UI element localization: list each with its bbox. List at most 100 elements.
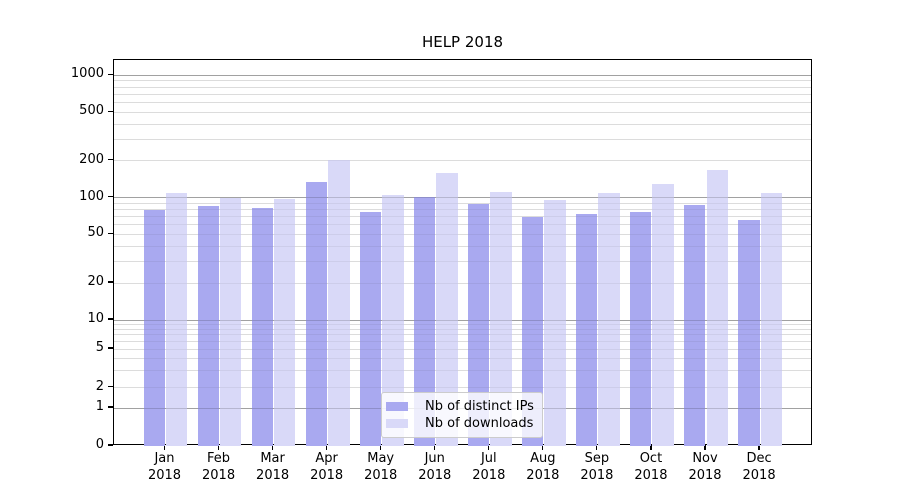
y-tick-label-2: 2: [95, 378, 104, 394]
legend-item-nb-of-downloads: Nb of downloads: [386, 415, 542, 432]
x-tick-mark-feb: [217, 445, 220, 450]
x-tick-label-sep: Sep 2018: [562, 451, 632, 484]
bar-nb-of-downloads-dec: [760, 192, 782, 446]
bar-nb-of-distinct-ips-jan: [143, 209, 165, 446]
bar-nb-of-distinct-ips-jul: [467, 203, 490, 446]
x-tick-month: Oct: [639, 451, 663, 466]
x-tick-month: Nov: [692, 451, 718, 466]
y-tick-mark-1: [108, 406, 113, 408]
x-tick-label-dec: Dec 2018: [724, 451, 794, 484]
y-tick-mark-100: [108, 196, 113, 198]
bar-nb-of-distinct-ips-may: [359, 212, 382, 446]
y-tick-label-1000: 1000: [70, 66, 104, 82]
x-tick-year: 2018: [526, 467, 560, 483]
x-tick-month: Jul: [480, 451, 497, 466]
x-tick-year: 2018: [472, 467, 506, 483]
x-tick-year: 2018: [742, 467, 776, 483]
x-tick-year: 2018: [688, 467, 722, 483]
x-tick-month: Jun: [424, 451, 445, 466]
x-tick-month: Dec: [746, 451, 772, 466]
y-tick-mark-500: [108, 110, 113, 112]
legend-label: Nb of distinct IPs: [425, 399, 534, 414]
bar-nb-of-downloads-nov: [706, 169, 728, 446]
y-tick-label-5: 5: [95, 340, 104, 355]
x-tick-year: 2018: [147, 467, 182, 483]
x-tick-label-mar: Mar 2018: [238, 451, 308, 484]
x-tick-mark-jun: [434, 445, 436, 450]
y-tick-label-0: 0: [95, 437, 104, 452]
bar-nb-of-downloads-oct: [652, 183, 674, 446]
bar-nb-of-distinct-ips-oct: [630, 212, 652, 446]
x-tick-mark-mar: [272, 445, 274, 450]
bar-nb-of-downloads-apr: [328, 159, 350, 446]
x-tick-mark-jul: [488, 445, 490, 450]
x-tick-month: Aug: [530, 451, 556, 466]
bar-nb-of-distinct-ips-mar: [251, 208, 274, 446]
x-tick-mark-sep: [596, 445, 598, 450]
y-tick-mark-10: [108, 318, 113, 320]
y-tick-mark-1000: [108, 73, 113, 75]
x-tick-year: 2018: [202, 467, 236, 483]
x-tick-month: Mar: [260, 451, 285, 466]
bar-nb-of-distinct-ips-nov: [684, 205, 706, 446]
x-tick-mark-nov: [704, 445, 706, 450]
x-tick-label-feb: Feb 2018: [184, 451, 254, 484]
y-tick-mark-2: [108, 386, 113, 388]
x-tick-label-jan: Jan 2018: [130, 451, 200, 484]
x-tick-label-apr: Apr 2018: [292, 451, 362, 484]
bar-nb-of-distinct-ips-aug: [521, 216, 544, 446]
y-tick-mark-20: [108, 281, 113, 283]
bar-layer: [114, 60, 811, 446]
chart-title: HELP 2018: [421, 33, 504, 51]
x-tick-label-may: May 2018: [346, 451, 416, 484]
y-tick-mark-200: [108, 159, 113, 161]
legend-swatch: [386, 419, 408, 428]
x-tick-month: Feb: [207, 451, 231, 466]
x-tick-mark-jan: [163, 445, 166, 450]
x-tick-mark-dec: [758, 445, 760, 450]
x-tick-label-jun: Jun 2018: [400, 451, 470, 484]
y-tick-label-20: 20: [87, 274, 104, 289]
legend: Nb of distinct IPs Nb of downloads: [381, 392, 543, 438]
x-tick-mark-aug: [542, 445, 544, 450]
bar-nb-of-downloads-may: [382, 195, 404, 446]
bar-nb-of-distinct-ips-sep: [576, 214, 598, 446]
x-tick-year: 2018: [310, 467, 344, 483]
bar-nb-of-downloads-feb: [220, 197, 242, 446]
bar-nb-of-downloads-sep: [598, 192, 620, 446]
y-tick-label-50: 50: [87, 225, 104, 241]
y-tick-mark-0: [108, 444, 113, 446]
legend-item-nb-of-distinct-ips: Nb of distinct IPs: [386, 398, 542, 415]
y-tick-label-500: 500: [79, 103, 104, 119]
y-tick-mark-50: [108, 232, 113, 234]
bar-nb-of-downloads-jul: [490, 191, 512, 446]
y-tick-mark-5: [108, 347, 113, 349]
bar-nb-of-downloads-jun: [436, 172, 458, 446]
plot-area: [113, 59, 812, 446]
x-tick-mark-oct: [650, 445, 652, 450]
x-tick-month: May: [367, 451, 395, 466]
x-tick-label-nov: Nov 2018: [670, 451, 740, 484]
x-tick-mark-apr: [326, 445, 328, 450]
bar-nb-of-distinct-ips-dec: [738, 219, 760, 446]
y-tick-label-10: 10: [87, 311, 104, 326]
x-tick-month: Jan: [154, 451, 175, 466]
y-tick-label-100: 100: [79, 188, 104, 204]
x-tick-year: 2018: [418, 467, 452, 483]
y-tick-label-200: 200: [79, 151, 104, 167]
x-tick-year: 2018: [364, 467, 398, 483]
bar-nb-of-downloads-aug: [544, 200, 566, 446]
legend-label: Nb of downloads: [425, 416, 534, 431]
bar-nb-of-distinct-ips-apr: [305, 181, 328, 446]
y-tick-label-1: 1: [95, 399, 104, 414]
x-tick-month: Sep: [584, 451, 610, 466]
bar-nb-of-downloads-jan: [166, 192, 188, 446]
x-tick-month: Apr: [315, 451, 338, 466]
legend-swatch: [386, 402, 408, 411]
x-tick-label-jul: Jul 2018: [454, 451, 524, 484]
bar-nb-of-distinct-ips-feb: [197, 206, 220, 446]
x-tick-mark-may: [380, 445, 382, 450]
bar-nb-of-downloads-mar: [274, 198, 296, 446]
x-tick-year: 2018: [256, 467, 290, 483]
